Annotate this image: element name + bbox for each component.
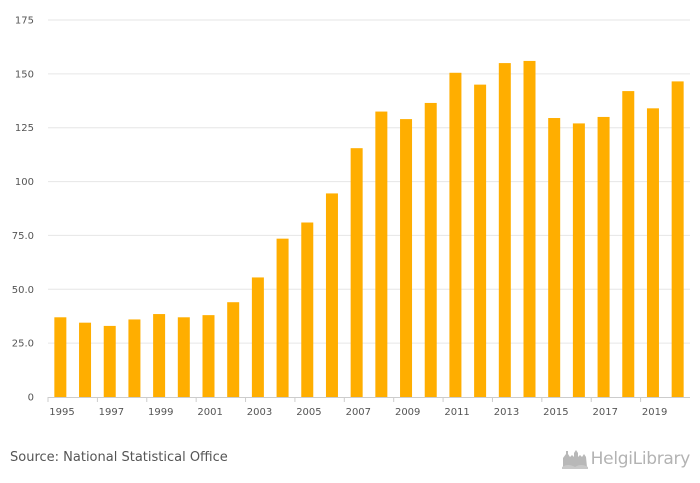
axes: 0 25.0 50.0 75.0 100 125 150 175 1995 1997 1999 200… xyxy=(12,16,690,418)
y-tick-label: 100 xyxy=(15,177,34,188)
bar-2007[interactable] xyxy=(350,148,363,397)
x-tick-label: 1997 xyxy=(99,407,124,418)
x-tick-label: 2001 xyxy=(197,407,222,418)
bar-2019[interactable] xyxy=(646,108,659,397)
source-note: Source: National Statistical Office xyxy=(10,450,228,465)
y-tick-label: 125 xyxy=(15,123,34,134)
bar-2011[interactable] xyxy=(449,72,462,397)
y-tick-label: 175 xyxy=(15,16,34,27)
x-tick-label: 2019 xyxy=(642,407,667,418)
helgi-library-icon xyxy=(561,450,588,469)
bar-2015[interactable] xyxy=(548,118,561,398)
bar-2002[interactable] xyxy=(227,302,240,397)
x-tick-label: 2005 xyxy=(296,407,321,418)
x-tick-label: 2017 xyxy=(593,407,618,418)
bar-2004[interactable] xyxy=(276,238,289,397)
bar-2006[interactable] xyxy=(325,193,338,397)
grid-lines xyxy=(48,19,690,344)
bar-1998[interactable] xyxy=(128,319,141,397)
y-tick-label: 0 xyxy=(28,393,34,404)
bar-2003[interactable] xyxy=(251,277,264,397)
bar-2008[interactable] xyxy=(375,111,388,398)
x-tick-label: 2007 xyxy=(346,407,371,418)
bar-2010[interactable] xyxy=(424,102,437,397)
x-tick-label: 1999 xyxy=(148,407,173,418)
bar-2012[interactable] xyxy=(474,84,487,397)
bar-2013[interactable] xyxy=(498,63,511,397)
bar-2001[interactable] xyxy=(202,315,215,397)
bar-2000[interactable] xyxy=(177,317,190,397)
x-tick-label: 2013 xyxy=(494,407,519,418)
y-tick-label: 25.0 xyxy=(12,339,34,350)
y-tick-label: 75.0 xyxy=(12,231,34,242)
bar-1996[interactable] xyxy=(79,322,92,397)
bar-2014[interactable] xyxy=(523,60,536,397)
bar-1995[interactable] xyxy=(54,317,67,397)
bar-1999[interactable] xyxy=(153,314,166,397)
x-tick-label: 2003 xyxy=(247,407,272,418)
x-tick-label: 2009 xyxy=(395,407,420,418)
y-tick-label: 150 xyxy=(15,69,34,80)
helgi-library-logo[interactable]: HelgiLibrary xyxy=(561,449,691,469)
logo-text: HelgiLibrary xyxy=(590,449,691,469)
x-tick-label: 1995 xyxy=(49,407,74,418)
bar-2018[interactable] xyxy=(622,91,635,397)
bar-2005[interactable] xyxy=(301,222,314,397)
bar-chart: 0 25.0 50.0 75.0 100 125 150 175 1995 1997 1999 200… xyxy=(12,16,690,418)
bar-1997[interactable] xyxy=(103,325,116,397)
x-tick-label: 2015 xyxy=(543,407,568,418)
bars xyxy=(54,60,684,398)
x-tick-label: 2011 xyxy=(444,407,469,418)
bar-2017[interactable] xyxy=(597,116,610,397)
bar-2020[interactable] xyxy=(671,81,684,397)
bar-2016[interactable] xyxy=(572,123,585,398)
y-tick-label: 50.0 xyxy=(12,285,34,296)
bar-2009[interactable] xyxy=(400,119,413,398)
